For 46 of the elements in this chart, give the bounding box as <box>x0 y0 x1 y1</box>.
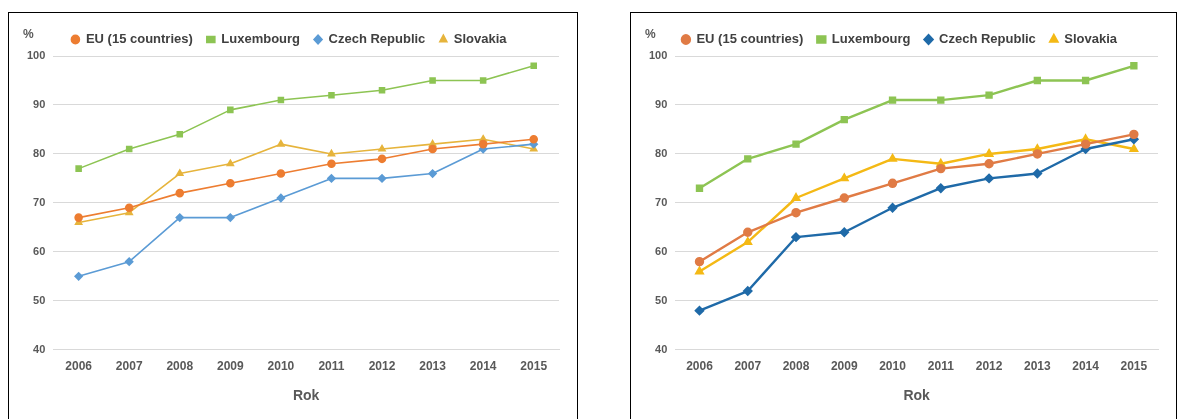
x-tick-label: 2015 <box>1120 359 1148 374</box>
y-tick-label: 100 <box>648 49 668 62</box>
y-tick-label: 90 <box>655 98 668 110</box>
legend-label: Luxembourg <box>831 31 911 47</box>
legend-label: Slovakia <box>1064 31 1118 47</box>
legend-label: EU (15 countries) <box>85 31 193 47</box>
y-tick-label: 60 <box>33 244 46 257</box>
x-tick-label: 2006 <box>65 359 93 374</box>
y-tick-label: 50 <box>655 293 668 306</box>
y-tick-label: 100 <box>26 49 46 62</box>
y-tick-label: 90 <box>33 98 46 110</box>
x-tick-label: 2010 <box>267 359 295 374</box>
legend-label: Slovakia <box>453 31 508 47</box>
legend-label: Luxembourg <box>221 31 301 47</box>
x-tick-label: 2015 <box>520 359 548 374</box>
x-tick-label: 2010 <box>879 359 907 374</box>
x-tick-label: 2006 <box>686 359 714 374</box>
x-tick-label: 2008 <box>166 359 194 374</box>
x-tick-label: 2012 <box>975 359 1003 374</box>
y-tick-label: 80 <box>655 146 668 159</box>
x-tick-label: 2012 <box>368 359 396 374</box>
y-axis-title: % <box>23 27 34 42</box>
x-tick-label: 2009 <box>830 359 858 374</box>
y-tick-label: 80 <box>33 146 46 159</box>
x-tick-label: 2007 <box>734 359 762 374</box>
x-tick-label: 2014 <box>469 359 497 374</box>
x-tick-label: 2011 <box>927 359 955 374</box>
x-tick-label: 2008 <box>782 359 810 374</box>
x-tick-label: 2007 <box>115 359 143 374</box>
y-axis-title: % <box>645 27 656 42</box>
x-axis-title: Rok <box>292 387 320 404</box>
y-tick-label: 50 <box>33 293 46 306</box>
legend-label: Czech Republic <box>328 31 426 47</box>
x-tick-label: 2013 <box>1023 359 1052 374</box>
y-tick-label: 40 <box>655 342 668 355</box>
y-tick-label: 70 <box>33 195 46 208</box>
x-tick-label: 2013 <box>419 359 447 374</box>
y-tick-label: 60 <box>655 244 668 257</box>
x-tick-label: 2014 <box>1072 359 1100 374</box>
x-tick-label: 2011 <box>318 359 345 374</box>
x-axis-title: Rok <box>903 387 931 404</box>
x-tick-label: 2009 <box>216 359 244 374</box>
legend-label: EU (15 countries) <box>696 31 804 47</box>
y-tick-label: 40 <box>33 342 46 355</box>
legend-label: Czech Republic <box>939 31 1036 47</box>
y-tick-label: 70 <box>655 195 668 208</box>
